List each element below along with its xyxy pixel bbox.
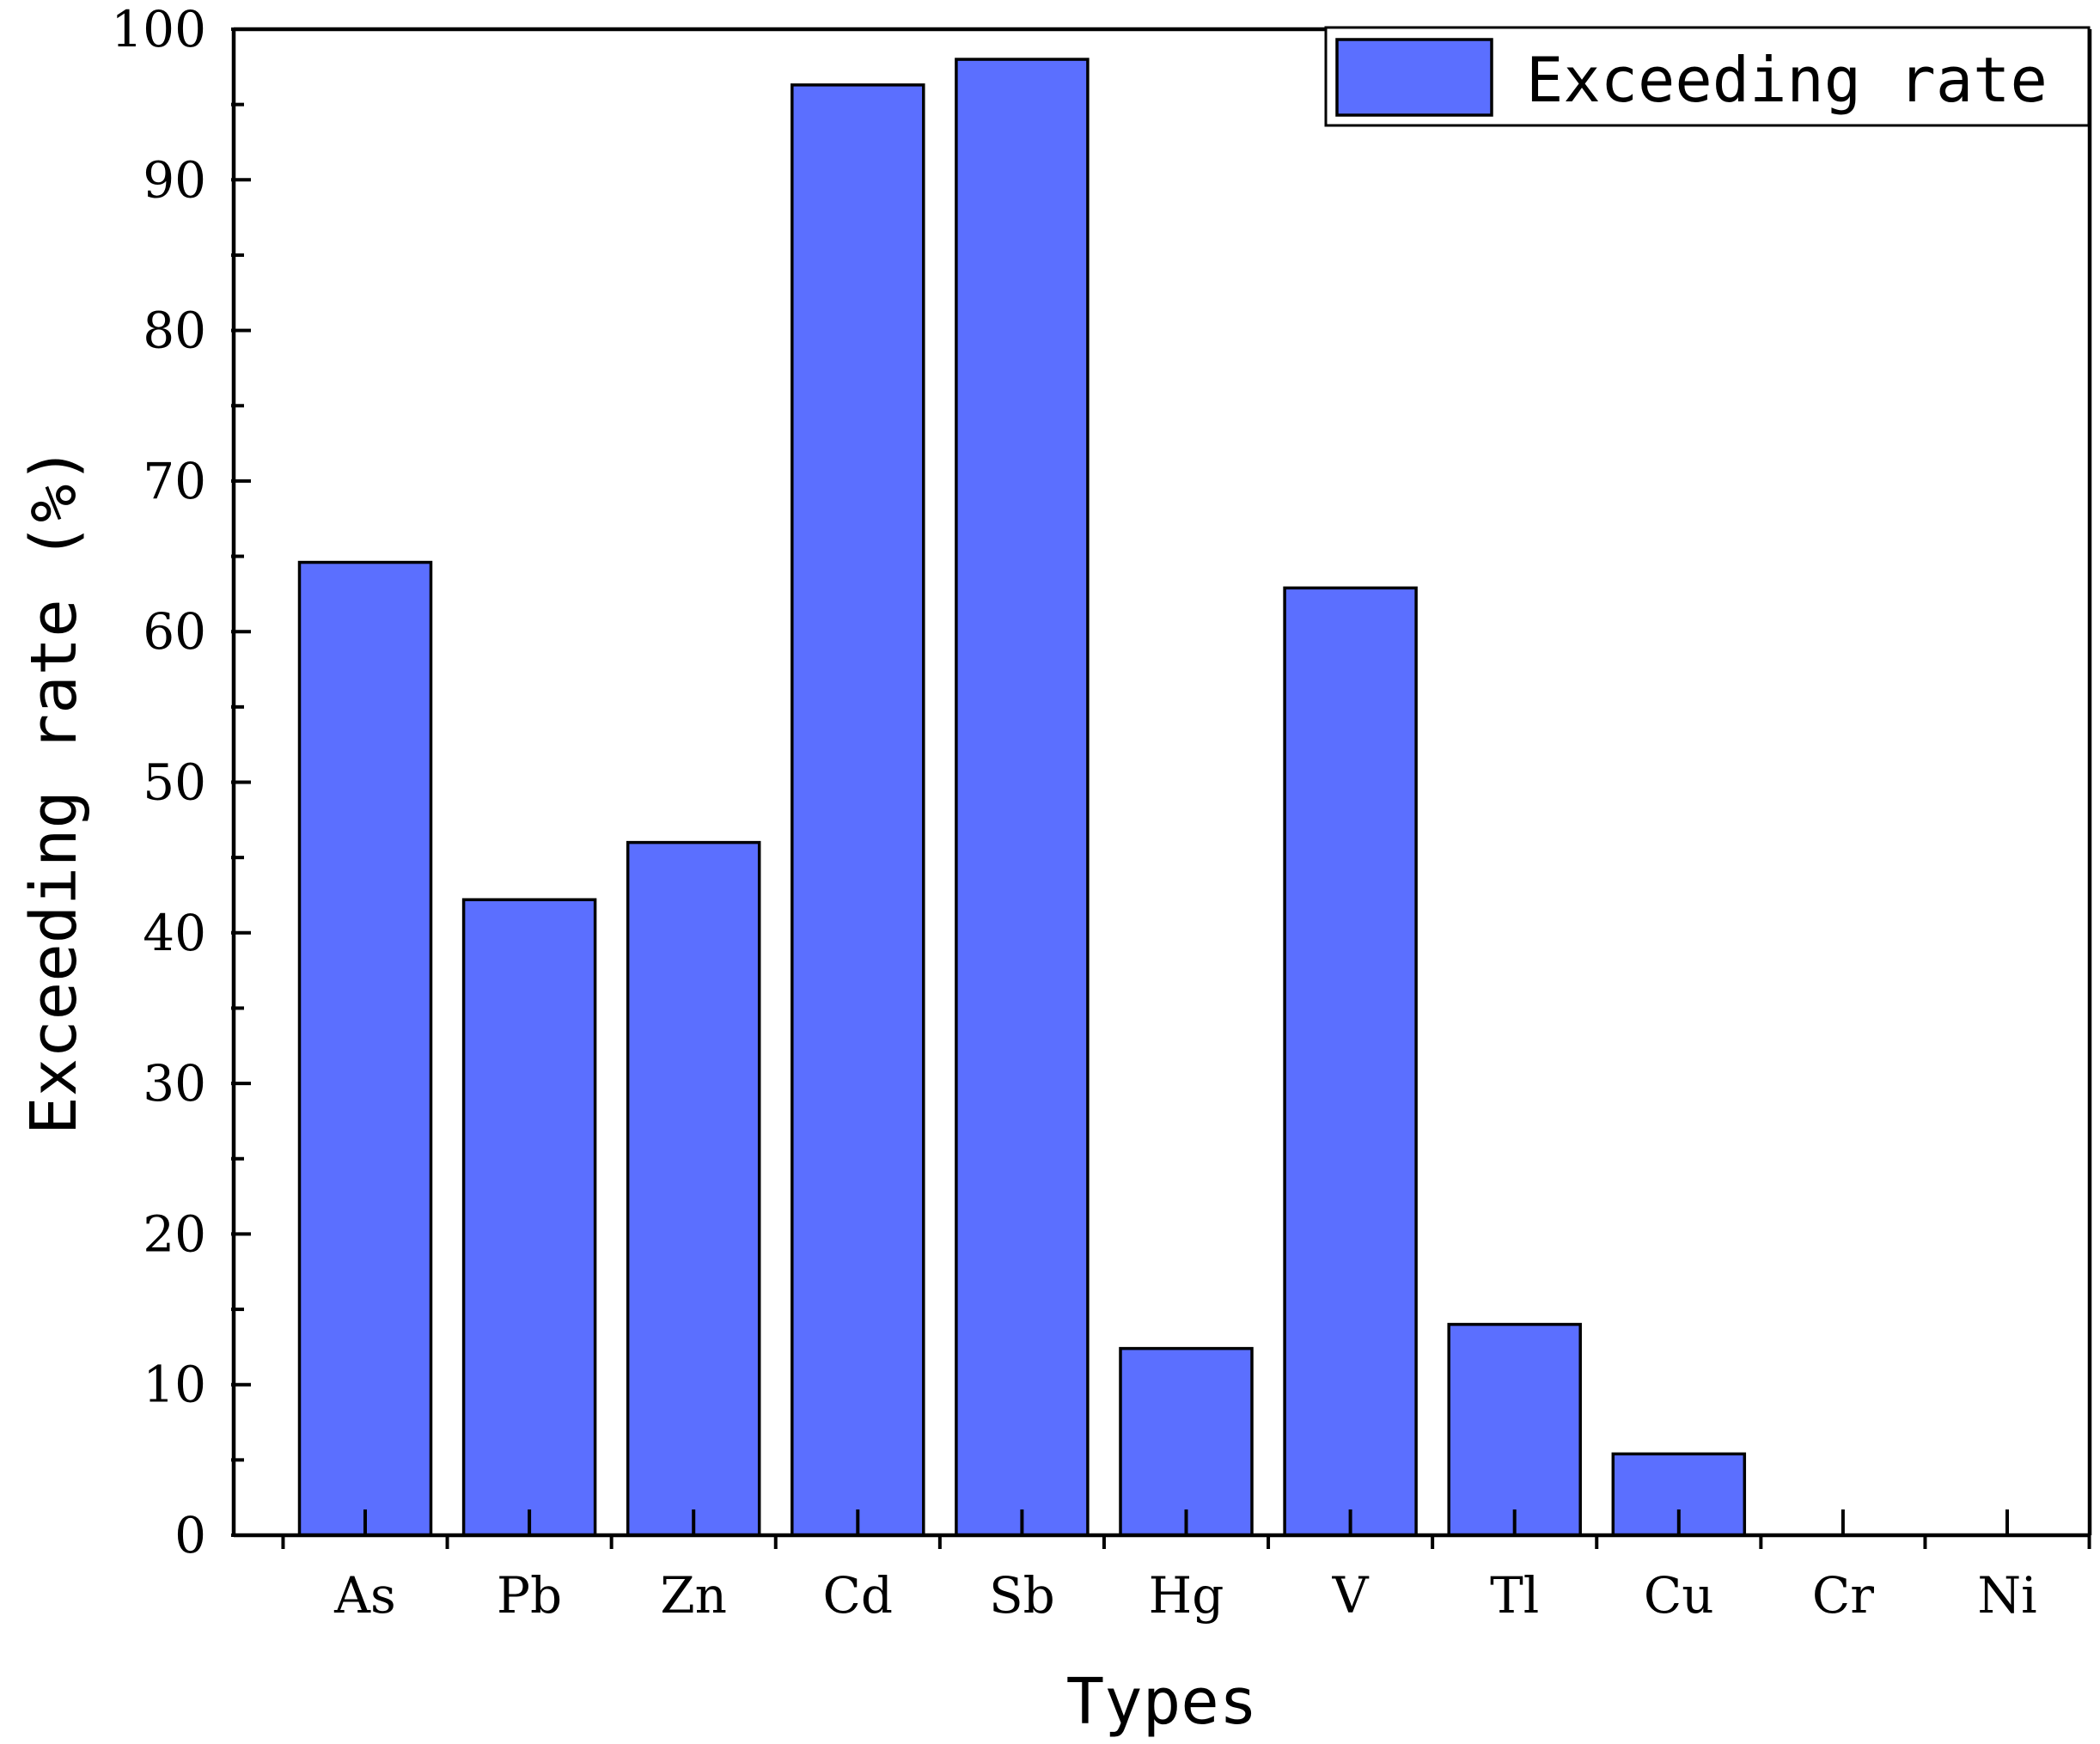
y-tick-label: 10 (143, 1356, 206, 1414)
y-tick-label: 100 (111, 0, 206, 58)
x-tick-label-sb: Sb (989, 1566, 1055, 1625)
bar-pb (461, 898, 597, 1537)
x-tick-label-as: As (333, 1566, 396, 1625)
bar-cd (791, 83, 925, 1537)
y-tick-label: 20 (143, 1204, 206, 1263)
x-tick-label-cr: Cr (1812, 1566, 1874, 1625)
legend-label: Exceeding rate (1526, 44, 2048, 116)
x-tick-label-pb: Pb (497, 1566, 562, 1625)
legend: Exceeding rate (1324, 26, 2091, 127)
y-tick-label: 0 (174, 1506, 206, 1564)
bar-hg (1119, 1346, 1254, 1537)
bars-group (297, 58, 1747, 1537)
x-tick-label-v: V (1332, 1566, 1370, 1625)
x-tick-label-hg: Hg (1149, 1566, 1224, 1625)
x-tick-label-ni: Ni (1977, 1566, 2036, 1625)
x-tick-label-zn: Zn (660, 1566, 727, 1625)
y-ticks-group: 0 10 20 30 40 50 60 70 80 90 100 (111, 0, 251, 1564)
bar-zn (626, 840, 761, 1537)
bar-tl (1447, 1322, 1582, 1537)
y-tick-label: 50 (143, 753, 206, 812)
y-tick-label: 30 (143, 1054, 206, 1113)
y-axis-title: Exceeding rate (%) (17, 446, 91, 1135)
bar-as (297, 560, 433, 1537)
bar-v (1283, 586, 1418, 1537)
legend-swatch (1335, 38, 1493, 117)
y-tick-label: 60 (143, 602, 206, 661)
bar-sb (955, 58, 1090, 1537)
x-tick-label-cu: Cu (1644, 1566, 1714, 1625)
y-tick-label: 80 (143, 302, 206, 360)
y-tick-label: 90 (143, 150, 206, 209)
y-tick-label: 40 (143, 904, 206, 962)
y-tick-label: 70 (143, 452, 206, 510)
x-axis-title: Types (1066, 1665, 1258, 1739)
x-tick-label-cd: Cd (823, 1566, 894, 1625)
x-tick-label-tl: Tl (1490, 1566, 1539, 1625)
x-ticks-group: As Pb Zn Cd Sb Hg V Tl Cu Cr Ni (281, 1509, 2091, 1625)
